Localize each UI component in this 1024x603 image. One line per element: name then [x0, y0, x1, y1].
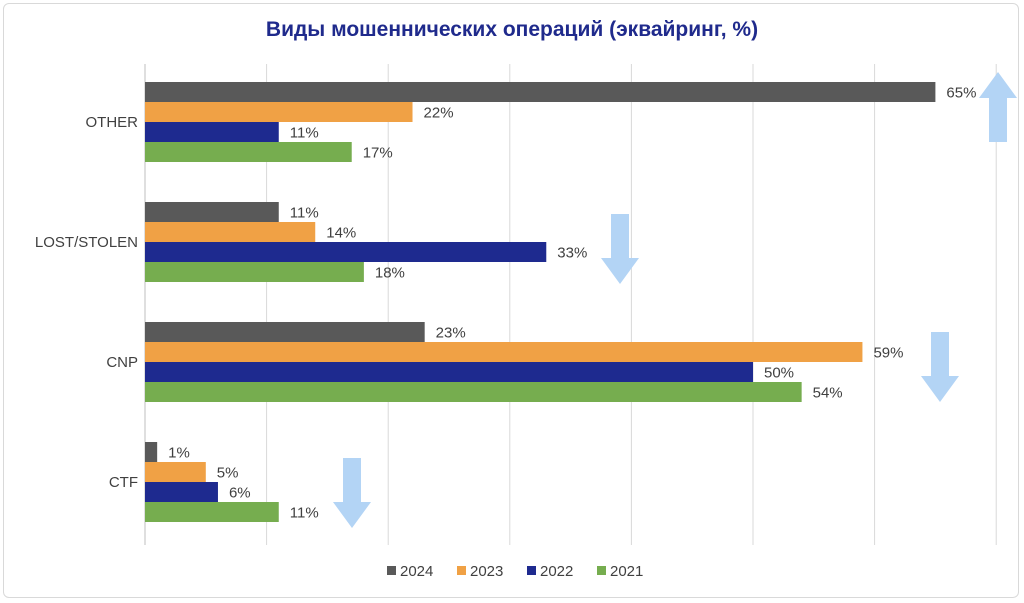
bar — [145, 242, 547, 262]
bar — [145, 342, 863, 362]
bar — [145, 382, 802, 402]
arrow-down-icon — [333, 458, 371, 528]
bar — [145, 502, 279, 522]
data-label: 11% — [290, 125, 319, 142]
bar — [145, 102, 413, 122]
category-label: CTF — [109, 474, 138, 491]
category-label: OTHER — [86, 114, 139, 131]
bar — [145, 142, 352, 162]
bar — [145, 362, 753, 382]
data-label: 18% — [375, 265, 405, 282]
data-label: 17% — [363, 145, 393, 162]
data-label: 1% — [168, 445, 190, 462]
data-label: 59% — [873, 345, 903, 362]
data-label: 65% — [946, 85, 976, 102]
data-label: 14% — [326, 225, 356, 242]
data-label: 6% — [229, 485, 251, 502]
legend-swatch — [387, 566, 396, 575]
legend-label: 2022 — [540, 563, 573, 580]
bar — [145, 322, 425, 342]
bar — [145, 442, 158, 462]
arrow-down-icon — [921, 332, 959, 402]
data-label: 23% — [436, 325, 466, 342]
legend-label: 2021 — [610, 563, 643, 580]
bar — [145, 262, 364, 282]
data-label: 11% — [290, 505, 319, 522]
bar — [145, 482, 218, 502]
legend-swatch — [597, 566, 606, 575]
chart-title: Виды мошеннических операций (эквайринг, … — [265, 18, 759, 41]
arrow-down-icon — [601, 214, 639, 284]
category-label: LOST/STOLEN — [35, 234, 138, 251]
bar — [145, 222, 316, 242]
data-label: 33% — [557, 245, 587, 262]
category-label: CNP — [106, 354, 138, 371]
data-label: 5% — [217, 465, 239, 482]
data-label: 22% — [424, 105, 454, 122]
legend-swatch — [457, 566, 466, 575]
data-label: 54% — [813, 385, 843, 402]
legend-swatch — [527, 566, 536, 575]
legend-label: 2023 — [470, 563, 503, 580]
bar — [145, 82, 936, 102]
bar — [145, 202, 279, 222]
bar — [145, 462, 206, 482]
data-label: 50% — [764, 365, 794, 382]
bar — [145, 122, 279, 142]
data-label: 11% — [290, 205, 319, 222]
legend-label: 2024 — [400, 563, 433, 580]
arrow-up-icon — [979, 72, 1017, 142]
